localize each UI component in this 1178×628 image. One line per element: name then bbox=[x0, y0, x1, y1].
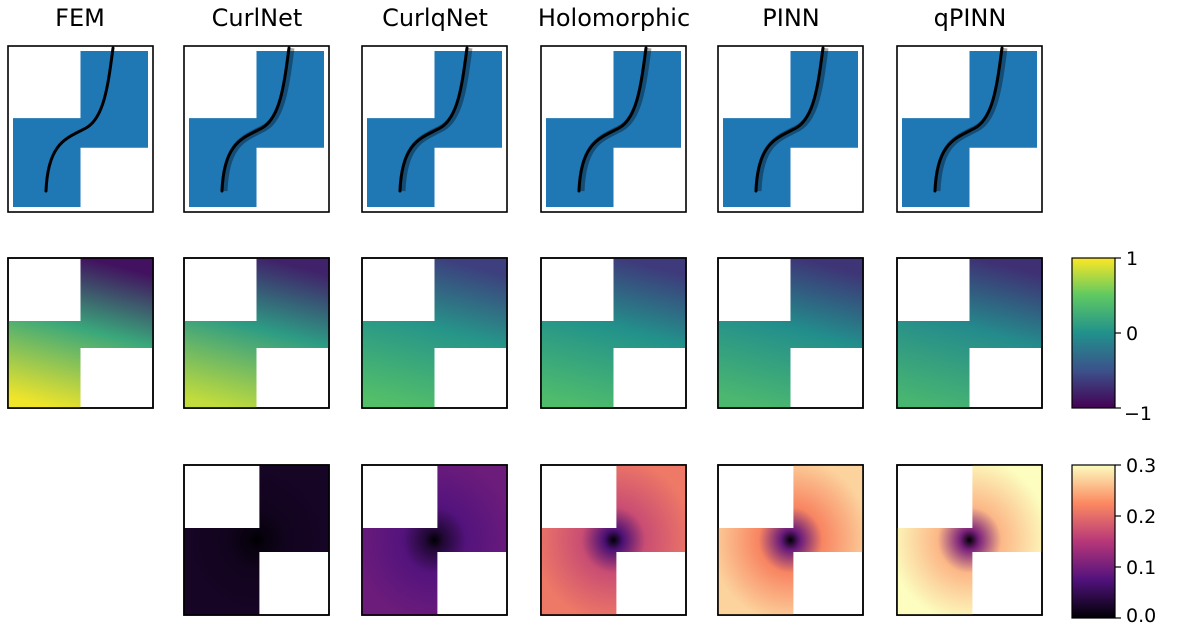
solution-field bbox=[184, 258, 329, 408]
domain-shape bbox=[546, 51, 681, 207]
error-panel-holomorphic bbox=[540, 464, 687, 616]
domain-shape bbox=[723, 51, 858, 207]
error-field bbox=[362, 465, 507, 615]
colorbar-error: 0.3 0.2 0.1 0.0 bbox=[1071, 455, 1156, 627]
error-field bbox=[718, 465, 863, 615]
colorbar-solution: 1 0 −1 bbox=[1071, 248, 1152, 425]
colorbar-error-tick-0: 0.3 bbox=[1126, 455, 1156, 477]
column-title-holomorphic: Holomorphic bbox=[538, 4, 690, 32]
solution-field bbox=[541, 258, 686, 408]
colorbar-error-tick-2: 0.1 bbox=[1126, 557, 1156, 579]
column-title-curlnet: CurlNet bbox=[212, 4, 303, 32]
trajectory-spread bbox=[933, 47, 1008, 192]
trajectory-curve bbox=[44, 46, 115, 193]
solution-field bbox=[362, 258, 507, 408]
panel-grid bbox=[7, 45, 1043, 616]
domain-panel-holomorphic bbox=[540, 45, 687, 213]
trajectory-curve bbox=[577, 46, 648, 193]
solution-field bbox=[8, 258, 153, 408]
solution-panel-curlqnet bbox=[361, 257, 508, 409]
domain-panel-pinn bbox=[717, 45, 864, 213]
trajectory-curve bbox=[398, 46, 469, 193]
colorbar-error-tick-1: 0.2 bbox=[1126, 506, 1156, 528]
error-panel-curlqnet bbox=[361, 464, 508, 616]
trajectory-curve bbox=[754, 46, 825, 193]
domain-panel-curlnet bbox=[183, 45, 330, 213]
trajectory-spread bbox=[398, 47, 473, 192]
solution-panel-holomorphic bbox=[540, 257, 687, 409]
solution-panel-curlnet bbox=[183, 257, 330, 409]
trajectory-spread bbox=[754, 47, 829, 192]
solution-panel-qpinn bbox=[896, 257, 1043, 409]
error-field bbox=[897, 465, 1042, 615]
solution-field bbox=[718, 258, 863, 408]
colorbar-solution-tick-mid: 0 bbox=[1126, 323, 1138, 345]
trajectory-spread bbox=[577, 47, 652, 192]
error-field bbox=[184, 465, 329, 615]
domain-shape bbox=[189, 51, 324, 207]
trajectory-curve bbox=[933, 46, 1004, 193]
error-field bbox=[541, 465, 686, 615]
domain-panel-qpinn bbox=[896, 45, 1043, 213]
trajectory-spread bbox=[220, 47, 295, 192]
colorbar-solution-tick-bottom: −1 bbox=[1124, 403, 1152, 425]
column-title-pinn: PINN bbox=[762, 4, 819, 32]
column-title-fem: FEM bbox=[55, 4, 105, 32]
colorbar-solution-tick-top: 1 bbox=[1126, 248, 1138, 270]
column-title-qpinn: qPINN bbox=[934, 4, 1007, 32]
solution-panel-fem bbox=[7, 257, 154, 409]
colorbar-error-bar bbox=[1071, 464, 1116, 619]
colorbar-solution-bar bbox=[1071, 257, 1116, 409]
domain-panel-curlqnet bbox=[361, 45, 508, 213]
error-panel-curlnet bbox=[183, 464, 330, 616]
error-panel-qpinn bbox=[896, 464, 1043, 616]
column-title-curlqnet: CurlqNet bbox=[382, 4, 488, 32]
solution-panel-pinn bbox=[717, 257, 864, 409]
colorbar-error-tick-3: 0.0 bbox=[1126, 605, 1156, 627]
domain-shape bbox=[902, 51, 1037, 207]
domain-panel-fem bbox=[7, 45, 154, 213]
solution-field bbox=[897, 258, 1042, 408]
domain-shape bbox=[13, 51, 148, 207]
column-titles: FEM CurlNet CurlqNet Holomorphic PINN qP… bbox=[55, 4, 1006, 32]
error-panel-pinn bbox=[717, 464, 864, 616]
trajectory-curve bbox=[220, 46, 291, 193]
domain-shape bbox=[367, 51, 502, 207]
